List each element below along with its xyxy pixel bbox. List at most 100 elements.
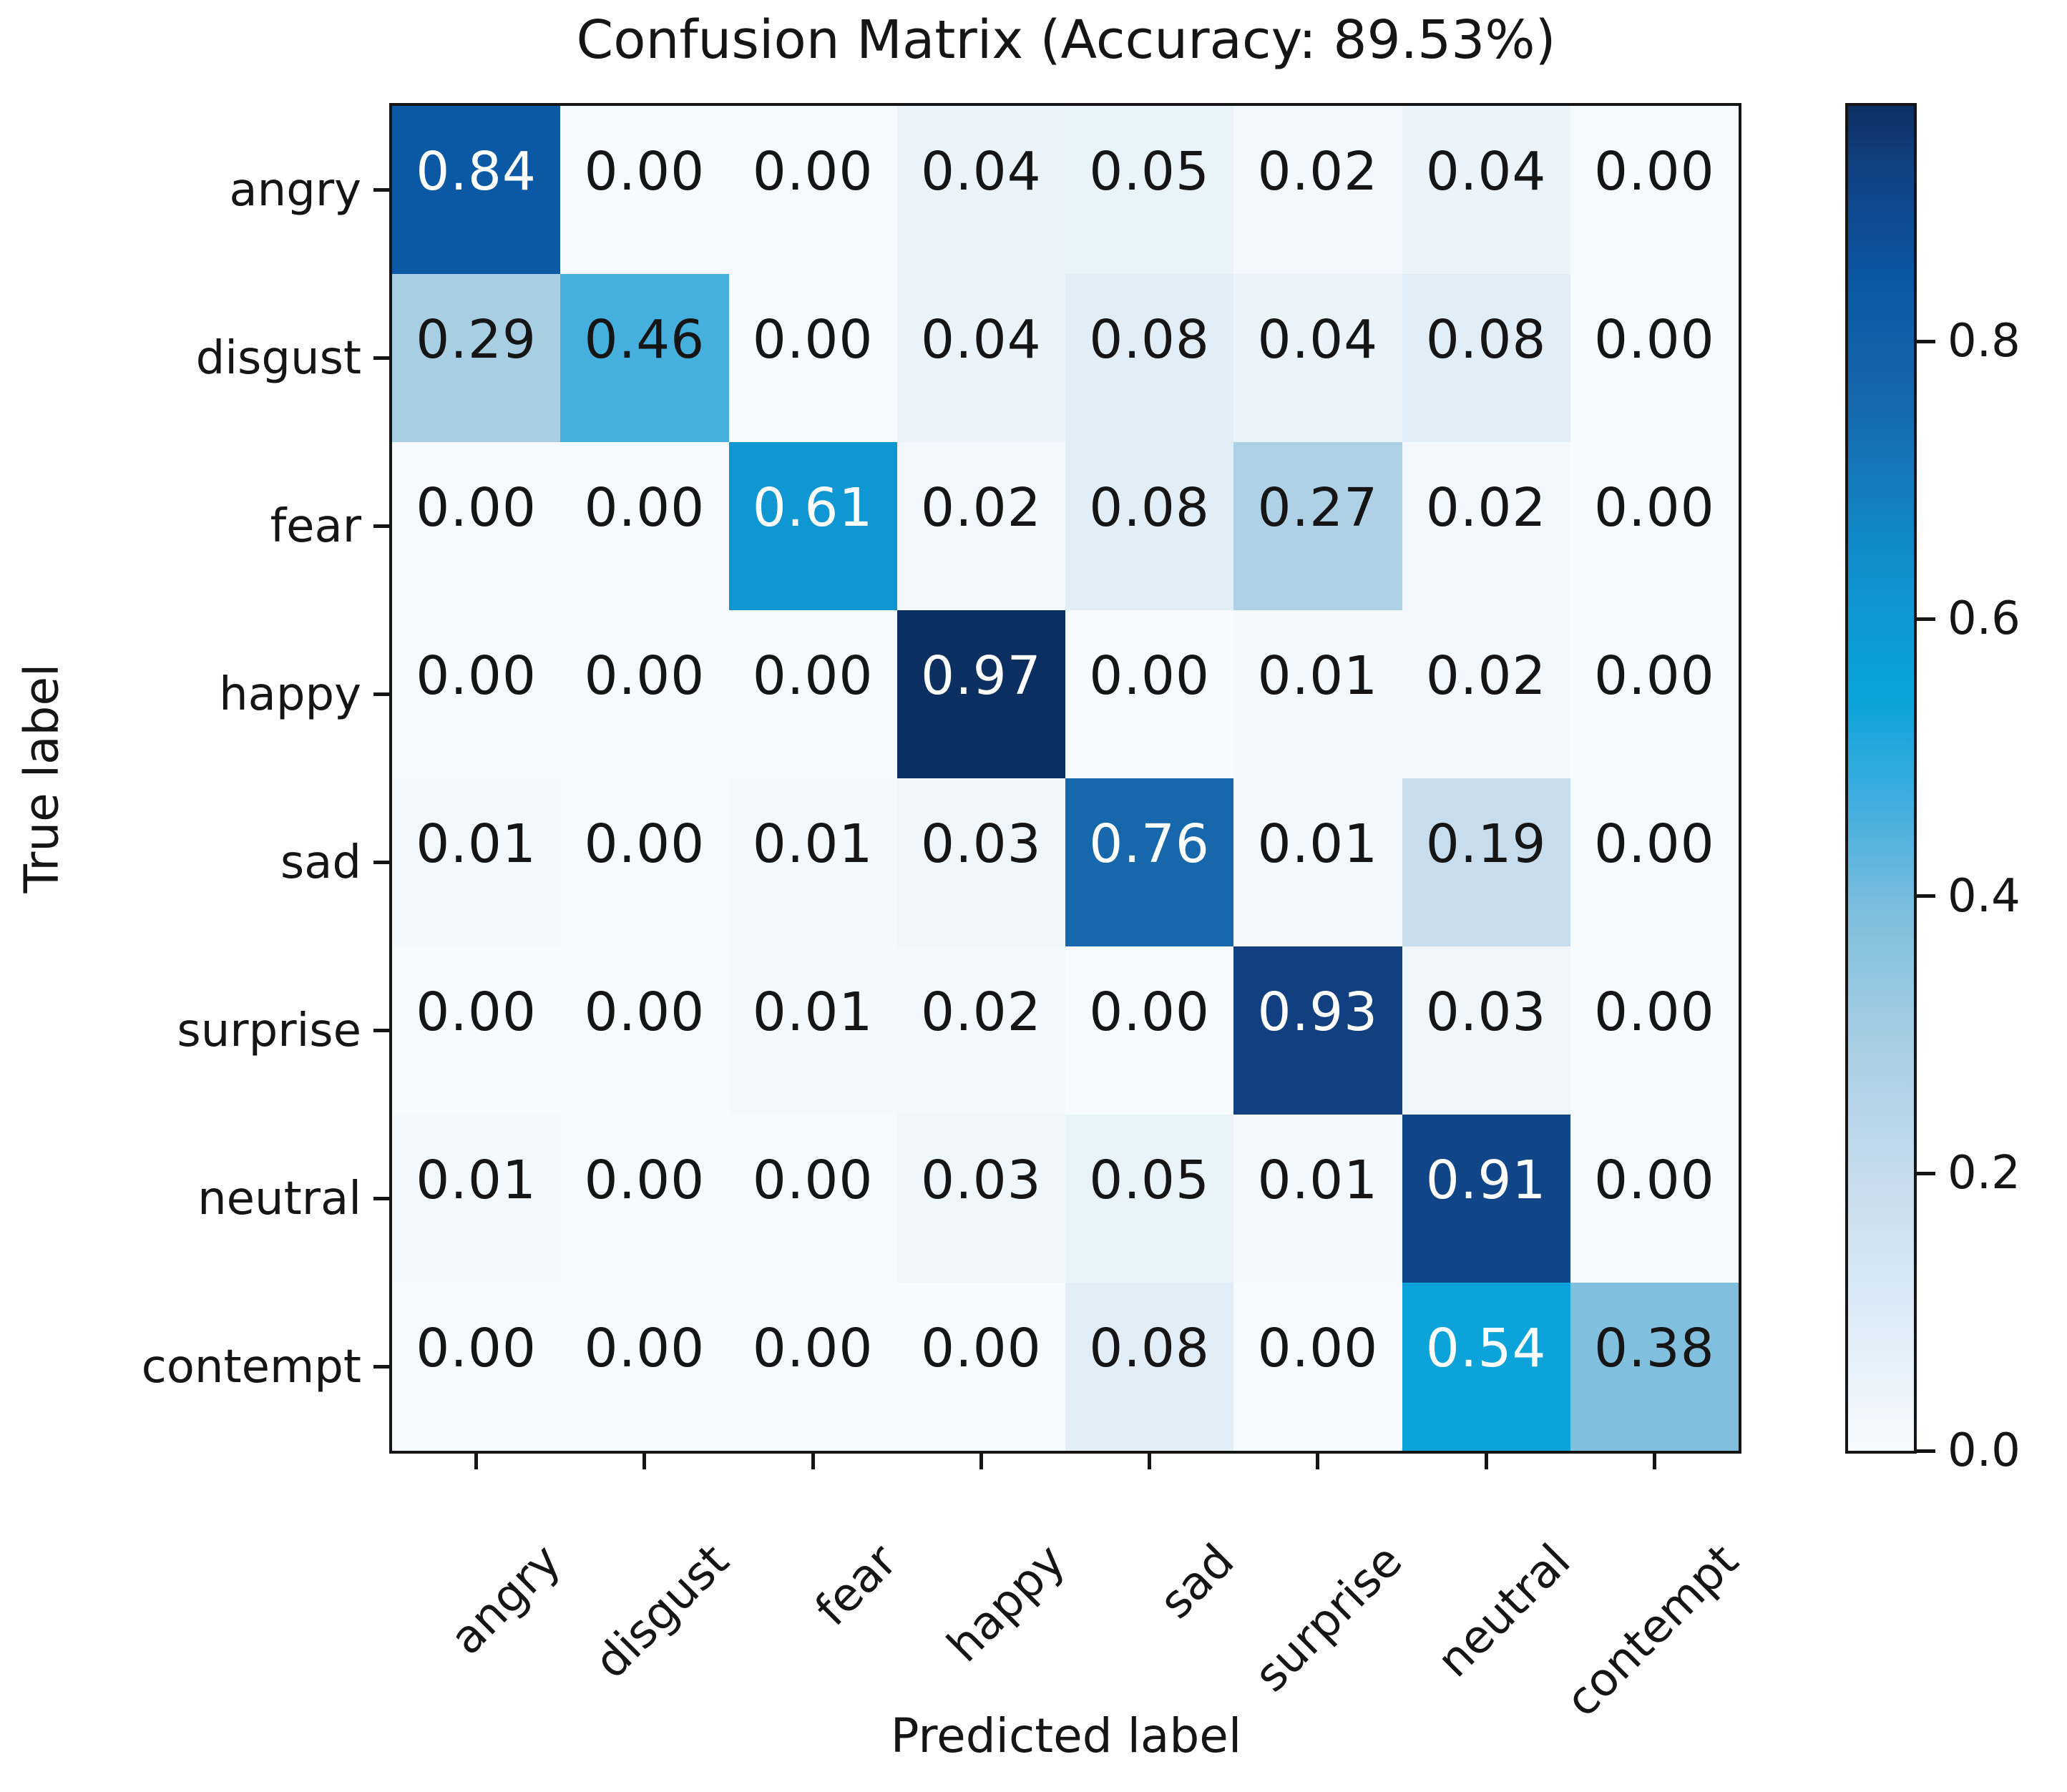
matrix-cell-surprise-happy: 0.02 [896, 946, 1065, 1115]
colorbar [1845, 103, 1917, 1454]
cell-value: 0.01 [752, 981, 874, 1043]
matrix-cell-sad-disgust: 0.00 [560, 778, 729, 946]
cell-value: 0.03 [920, 813, 1042, 875]
cell-value: 0.00 [1089, 645, 1210, 707]
matrix-cell-disgust-surprise: 0.04 [1233, 274, 1402, 442]
matrix-cell-fear-disgust: 0.00 [560, 442, 729, 610]
matrix-cell-fear-surprise: 0.27 [1233, 442, 1402, 610]
colorbar-tick [1917, 339, 1935, 343]
cell-value: 0.00 [752, 140, 874, 202]
y-tick [373, 356, 389, 360]
cell-value: 0.00 [584, 645, 705, 707]
matrix-cell-angry-fear: 0.00 [728, 106, 897, 274]
cell-value: 0.08 [1425, 308, 1547, 371]
cell-value: 0.97 [920, 645, 1042, 707]
cell-value: 0.04 [1257, 308, 1379, 371]
matrix-cell-contempt-fear: 0.00 [728, 1283, 897, 1451]
cell-value: 0.01 [1257, 813, 1379, 875]
matrix-cell-sad-contempt: 0.00 [1570, 778, 1739, 946]
cell-value: 0.04 [920, 140, 1042, 202]
cell-value: 0.02 [920, 476, 1042, 539]
x-tick-label-contempt: contempt [1555, 1534, 1749, 1728]
cell-value: 0.01 [1257, 1149, 1379, 1211]
matrix-cell-happy-angry: 0.00 [392, 610, 561, 778]
cell-value: 0.08 [1089, 476, 1210, 539]
matrix-cell-sad-angry: 0.01 [392, 778, 561, 946]
cell-value: 0.01 [416, 813, 537, 875]
cell-value: 0.00 [752, 645, 874, 707]
matrix-cell-surprise-neutral: 0.03 [1402, 946, 1570, 1115]
matrix-cell-fear-fear: 0.61 [728, 442, 897, 610]
cell-value: 0.08 [1089, 308, 1210, 371]
matrix-cell-happy-contempt: 0.00 [1570, 610, 1739, 778]
matrix-cell-angry-contempt: 0.00 [1570, 106, 1739, 274]
cell-value: 0.02 [920, 981, 1042, 1043]
x-axis-label: Predicted label [890, 1708, 1242, 1763]
colorbar-tick-label: 0.0 [1948, 1424, 2020, 1477]
x-tick [642, 1454, 647, 1469]
cell-value: 0.00 [584, 1317, 705, 1379]
y-tick-label-contempt: contempt [141, 1340, 361, 1394]
matrix-cell-neutral-happy: 0.03 [896, 1115, 1065, 1283]
matrix-cell-neutral-fear: 0.00 [728, 1115, 897, 1283]
cell-value: 0.61 [752, 476, 874, 539]
matrix-cell-angry-happy: 0.04 [896, 106, 1065, 274]
y-tick-label-fear: fear [270, 499, 361, 553]
x-tick [474, 1454, 479, 1469]
cell-value: 0.00 [920, 1317, 1042, 1379]
cell-value: 0.00 [1593, 140, 1715, 202]
cell-value: 0.04 [1425, 140, 1547, 202]
matrix-cell-surprise-surprise: 0.93 [1233, 946, 1402, 1115]
matrix-cell-neutral-contempt: 0.00 [1570, 1115, 1739, 1283]
matrix-cell-sad-sad: 0.76 [1065, 778, 1234, 946]
cell-value: 0.02 [1425, 476, 1547, 539]
cell-value: 0.00 [416, 1317, 537, 1379]
x-tick [1148, 1454, 1152, 1469]
cell-value: 0.03 [1425, 981, 1547, 1043]
x-tick-label-sad: sad [1149, 1534, 1244, 1630]
matrix-cell-disgust-fear: 0.00 [728, 274, 897, 442]
matrix-cell-angry-sad: 0.05 [1065, 106, 1234, 274]
colorbar-tick-label: 0.6 [1948, 592, 2020, 646]
cell-value: 0.00 [1089, 981, 1210, 1043]
matrix-cell-fear-neutral: 0.02 [1402, 442, 1570, 610]
matrix-cell-surprise-angry: 0.00 [392, 946, 561, 1115]
cell-value: 0.05 [1089, 1149, 1210, 1211]
matrix-cell-contempt-sad: 0.08 [1065, 1283, 1234, 1451]
cell-value: 0.02 [1257, 140, 1379, 202]
matrix-cell-disgust-contempt: 0.00 [1570, 274, 1739, 442]
cell-value: 0.00 [1593, 813, 1715, 875]
cell-value: 0.00 [1593, 476, 1715, 539]
cell-value: 0.00 [1593, 308, 1715, 371]
y-tick [373, 1197, 389, 1200]
matrix-cell-sad-neutral: 0.19 [1402, 778, 1570, 946]
matrix-cell-neutral-surprise: 0.01 [1233, 1115, 1402, 1283]
cell-value: 0.01 [416, 1149, 537, 1211]
matrix-cell-fear-happy: 0.02 [896, 442, 1065, 610]
cell-value: 0.84 [416, 140, 537, 202]
y-tick-label-angry: angry [229, 163, 361, 217]
matrix-cell-fear-angry: 0.00 [392, 442, 561, 610]
matrix-cell-contempt-angry: 0.00 [392, 1283, 561, 1451]
cell-value: 0.00 [752, 1317, 874, 1379]
cell-value: 0.05 [1089, 140, 1210, 202]
matrix-cell-contempt-disgust: 0.00 [560, 1283, 729, 1451]
x-tick-label-happy: happy [937, 1534, 1076, 1673]
cell-value: 0.76 [1089, 813, 1210, 875]
y-tick-label-disgust: disgust [195, 331, 361, 385]
cell-value: 0.00 [416, 476, 537, 539]
colorbar-tick [1917, 894, 1935, 899]
colorbar-tick-label: 0.2 [1948, 1147, 2020, 1200]
matrix-cell-sad-surprise: 0.01 [1233, 778, 1402, 946]
chart-title: Confusion Matrix (Accuracy: 89.53%) [576, 9, 1556, 71]
matrix-cell-neutral-neutral: 0.91 [1402, 1115, 1570, 1283]
matrix-cell-happy-surprise: 0.01 [1233, 610, 1402, 778]
colorbar-tick [1917, 1449, 1935, 1453]
y-tick [373, 1365, 389, 1369]
cell-value: 0.00 [416, 981, 537, 1043]
matrix-cell-sad-fear: 0.01 [728, 778, 897, 946]
x-tick-label-surprise: surprise [1244, 1534, 1413, 1703]
colorbar-tick [1917, 617, 1935, 621]
cell-value: 0.00 [416, 645, 537, 707]
colorbar-tick [1917, 1171, 1935, 1175]
